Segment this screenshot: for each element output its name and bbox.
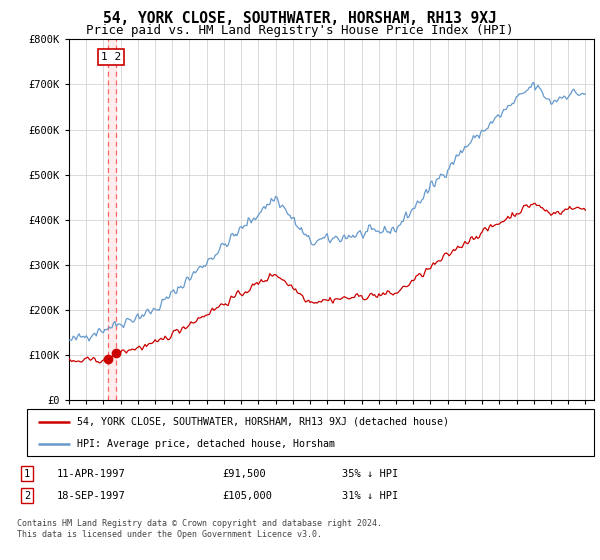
FancyBboxPatch shape xyxy=(27,409,594,456)
Text: 2: 2 xyxy=(24,491,30,501)
Text: Contains HM Land Registry data © Crown copyright and database right 2024.
This d: Contains HM Land Registry data © Crown c… xyxy=(17,519,382,539)
Text: 18-SEP-1997: 18-SEP-1997 xyxy=(57,491,126,501)
Text: 35% ↓ HPI: 35% ↓ HPI xyxy=(342,469,398,479)
Bar xyxy=(108,39,116,400)
Text: £105,000: £105,000 xyxy=(222,491,272,501)
Text: 54, YORK CLOSE, SOUTHWATER, HORSHAM, RH13 9XJ: 54, YORK CLOSE, SOUTHWATER, HORSHAM, RH1… xyxy=(103,11,497,26)
Text: 31% ↓ HPI: 31% ↓ HPI xyxy=(342,491,398,501)
Text: 1: 1 xyxy=(24,469,30,479)
Text: 1 2: 1 2 xyxy=(101,52,121,62)
Text: Price paid vs. HM Land Registry's House Price Index (HPI): Price paid vs. HM Land Registry's House … xyxy=(86,24,514,37)
Text: HPI: Average price, detached house, Horsham: HPI: Average price, detached house, Hors… xyxy=(77,438,335,449)
Text: 54, YORK CLOSE, SOUTHWATER, HORSHAM, RH13 9XJ (detached house): 54, YORK CLOSE, SOUTHWATER, HORSHAM, RH1… xyxy=(77,417,449,427)
Text: 11-APR-1997: 11-APR-1997 xyxy=(57,469,126,479)
Text: £91,500: £91,500 xyxy=(222,469,266,479)
